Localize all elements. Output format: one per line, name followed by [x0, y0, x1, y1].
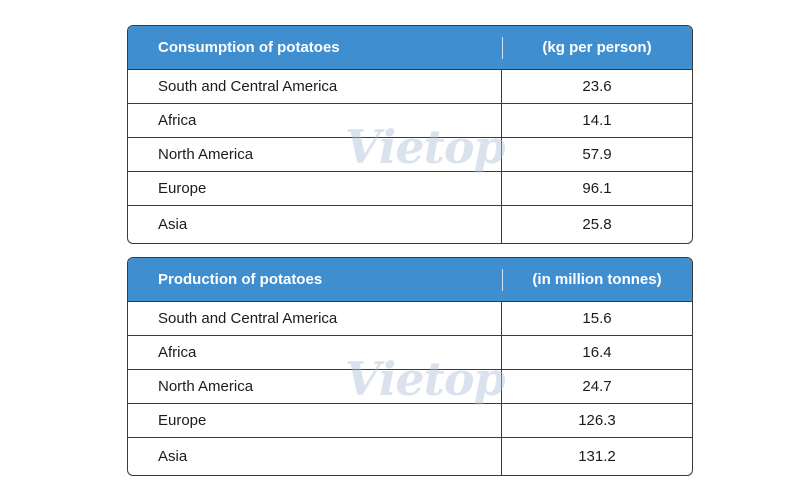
row-value: 23.6	[582, 78, 612, 95]
row-label: Africa	[128, 104, 502, 137]
row-value: 24.7	[582, 378, 612, 395]
row-label: Europe	[128, 404, 502, 437]
table-header: Production of potatoes (in million tonne…	[128, 258, 692, 301]
table-row: Europe 96.1	[128, 171, 692, 205]
header-unit: (kg per person)	[542, 39, 652, 56]
header-category: Consumption of potatoes	[158, 39, 340, 56]
row-label: Europe	[128, 172, 502, 205]
header-category: Production of potatoes	[158, 271, 323, 288]
table-row: North America 57.9	[128, 137, 692, 171]
table-row: Africa 16.4	[128, 335, 692, 369]
row-label: Africa	[128, 336, 502, 369]
row-value: 57.9	[582, 146, 612, 163]
row-label: South and Central America	[128, 70, 502, 103]
header-unit: (in million tonnes)	[532, 271, 662, 288]
row-value: 96.1	[582, 180, 612, 197]
row-value: 15.6	[582, 310, 612, 327]
row-label: Asia	[128, 438, 502, 475]
row-label: Asia	[128, 206, 502, 243]
row-label: North America	[128, 370, 502, 403]
row-label: South and Central America	[128, 302, 502, 335]
table-row: North America 24.7	[128, 369, 692, 403]
row-value: 16.4	[582, 344, 612, 361]
table-row: Asia 131.2	[128, 437, 692, 475]
header-divider	[502, 37, 503, 59]
table-row: South and Central America 15.6	[128, 301, 692, 335]
consumption-table: Consumption of potatoes (kg per person) …	[127, 25, 693, 244]
row-value: 14.1	[582, 112, 612, 129]
row-label: North America	[128, 138, 502, 171]
production-table: Production of potatoes (in million tonne…	[127, 257, 693, 476]
row-value: 25.8	[582, 216, 612, 233]
table-row: Africa 14.1	[128, 103, 692, 137]
row-value: 131.2	[578, 448, 616, 465]
table-row: South and Central America 23.6	[128, 69, 692, 103]
table-row: Europe 126.3	[128, 403, 692, 437]
table-header: Consumption of potatoes (kg per person)	[128, 26, 692, 69]
row-value: 126.3	[578, 412, 616, 429]
table-row: Asia 25.8	[128, 205, 692, 243]
header-divider	[502, 269, 503, 291]
